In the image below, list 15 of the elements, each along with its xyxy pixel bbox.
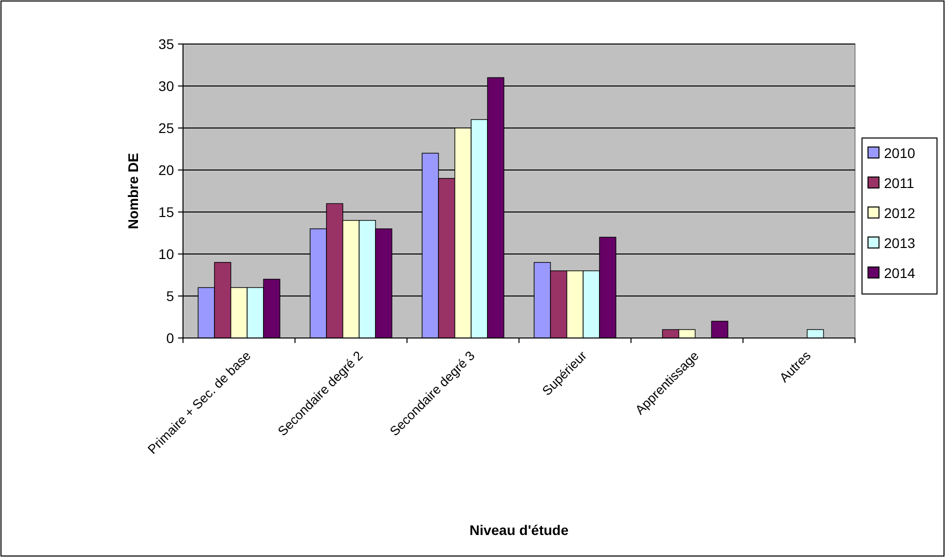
y-tick-label: 25 [158, 120, 174, 136]
y-axis-title: Nombre DE [125, 152, 141, 230]
legend-label: 2013 [884, 234, 916, 251]
y-tick-label: 5 [166, 288, 174, 304]
y-tick-label: 30 [158, 78, 174, 94]
y-tick-label: 20 [158, 162, 174, 178]
legend-label: 2012 [884, 204, 916, 221]
y-tick-label: 10 [158, 246, 174, 262]
legend-label: 2014 [884, 264, 916, 281]
legend-label: 2010 [884, 144, 916, 161]
y-tick-label: 35 [158, 36, 174, 52]
y-tick-label: 15 [158, 204, 174, 220]
x-axis-title: Niveau d'étude [469, 522, 569, 538]
y-tick-label: 0 [166, 330, 174, 346]
legend-label: 2011 [884, 174, 914, 191]
